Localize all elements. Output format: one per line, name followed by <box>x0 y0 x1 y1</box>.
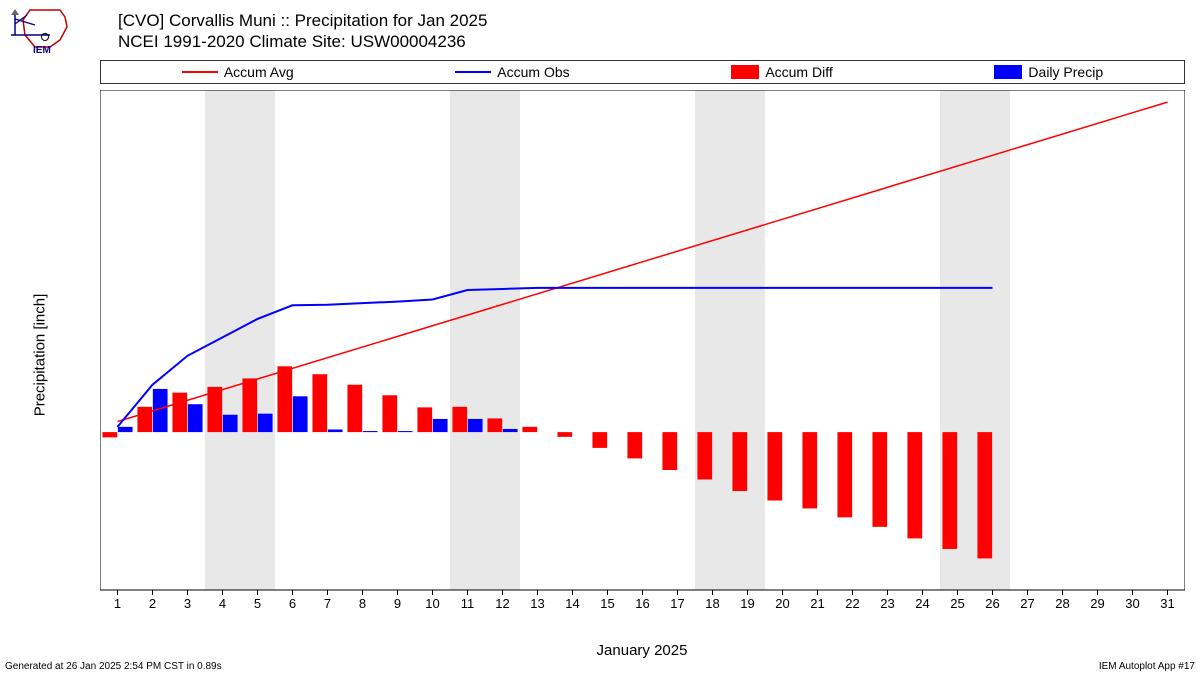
legend-swatch-line <box>455 71 491 73</box>
svg-text:20: 20 <box>775 596 789 611</box>
svg-text:2: 2 <box>149 596 156 611</box>
legend-label: Daily Precip <box>1028 64 1103 80</box>
title-line-2: NCEI 1991-2020 Climate Site: USW00004236 <box>118 31 487 52</box>
svg-text:1: 1 <box>114 596 121 611</box>
svg-text:8: 8 <box>359 596 366 611</box>
svg-text:5: 5 <box>254 596 261 611</box>
svg-text:31: 31 <box>1160 596 1174 611</box>
legend-item-accum-avg: Accum Avg <box>182 64 294 80</box>
svg-text:12: 12 <box>495 596 509 611</box>
svg-text:23: 23 <box>880 596 894 611</box>
svg-text:17: 17 <box>670 596 684 611</box>
svg-text:14: 14 <box>565 596 579 611</box>
svg-text:25: 25 <box>950 596 964 611</box>
svg-text:28: 28 <box>1055 596 1069 611</box>
svg-text:24: 24 <box>915 596 929 611</box>
x-axis-label: January 2025 <box>597 642 688 659</box>
svg-text:19: 19 <box>740 596 754 611</box>
svg-text:22: 22 <box>845 596 859 611</box>
svg-text:29: 29 <box>1090 596 1104 611</box>
svg-text:27: 27 <box>1020 596 1034 611</box>
legend: Accum Avg Accum Obs Accum Diff Daily Pre… <box>100 60 1185 84</box>
svg-text:16: 16 <box>635 596 649 611</box>
legend-label: Accum Obs <box>497 64 569 80</box>
svg-text:6: 6 <box>289 596 296 611</box>
legend-label: Accum Diff <box>765 64 832 80</box>
legend-swatch-rect <box>994 65 1022 79</box>
svg-text:21: 21 <box>810 596 824 611</box>
svg-text:26: 26 <box>985 596 999 611</box>
footer-generated: Generated at 26 Jan 2025 2:54 PM CST in … <box>5 661 222 672</box>
iem-logo: IEM <box>5 5 75 55</box>
svg-text:11: 11 <box>461 596 475 611</box>
svg-text:3: 3 <box>184 596 191 611</box>
legend-item-accum-obs: Accum Obs <box>455 64 569 80</box>
svg-text:7: 7 <box>324 596 331 611</box>
chart-title: [CVO] Corvallis Muni :: Precipitation fo… <box>118 10 487 53</box>
svg-text:9: 9 <box>394 596 401 611</box>
legend-swatch-line <box>182 71 218 73</box>
footer-app: IEM Autoplot App #17 <box>1099 661 1195 672</box>
legend-swatch-rect <box>731 65 759 79</box>
legend-item-daily-precip: Daily Precip <box>994 64 1103 80</box>
svg-text:10: 10 <box>425 596 439 611</box>
svg-text:4: 4 <box>219 596 226 611</box>
chart-root: IEM [CVO] Corvallis Muni :: Precipitatio… <box>0 0 1200 675</box>
legend-label: Accum Avg <box>224 64 294 80</box>
svg-text:15: 15 <box>600 596 614 611</box>
title-line-1: [CVO] Corvallis Muni :: Precipitation fo… <box>118 10 487 31</box>
chart-area: -202461234567891011121314151617181920212… <box>100 90 1185 620</box>
svg-text:30: 30 <box>1125 596 1139 611</box>
y-axis-label: Precipitation [inch] <box>32 294 49 417</box>
legend-item-accum-diff: Accum Diff <box>731 64 832 80</box>
svg-text:18: 18 <box>705 596 719 611</box>
chart-svg: -202461234567891011121314151617181920212… <box>100 90 1185 620</box>
svg-text:IEM: IEM <box>33 45 51 55</box>
svg-text:13: 13 <box>530 596 544 611</box>
